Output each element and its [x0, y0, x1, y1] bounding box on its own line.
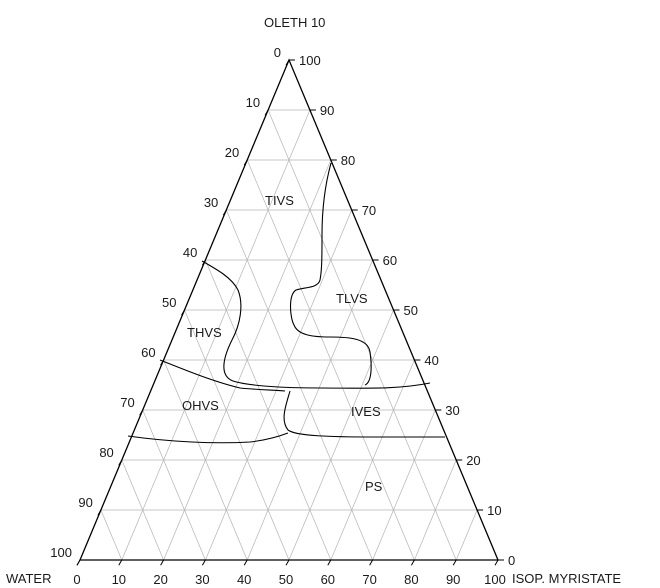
grid-line	[455, 509, 478, 561]
tick-label-bottom: 70	[362, 572, 376, 587]
tick-label-right: 90	[320, 103, 334, 118]
tick-mark	[369, 559, 374, 566]
grid-line	[205, 259, 332, 561]
tick-label-bottom: 10	[112, 572, 126, 587]
tick-mark	[76, 559, 81, 566]
tick-label-bottom: 100	[484, 572, 506, 587]
tick-mark	[243, 159, 248, 166]
tick-mark	[118, 459, 123, 466]
tick-mark	[264, 109, 269, 116]
tick-label-left: 20	[225, 145, 239, 160]
region-label-tivs: TIVS	[265, 193, 294, 208]
left-axis-ticks: 0 10 20 30 40 50 60 70 80 90 100	[50, 45, 290, 566]
bottom-axis-ticks: 0 10 20 30 40 50 60 70 80 90 100	[73, 559, 506, 587]
boundary-ohvs-ives	[283, 390, 445, 438]
tick-mark	[452, 559, 457, 566]
tick-label-bottom: 60	[321, 572, 335, 587]
tick-label-right: 80	[341, 153, 355, 168]
tick-label-right: 40	[424, 353, 438, 368]
tick-label-right: 30	[445, 403, 459, 418]
region-label-thvs: THVS	[187, 325, 222, 340]
tick-label-bottom: 20	[153, 572, 167, 587]
grid-lines	[100, 109, 478, 561]
region-label-ohvs: OHVS	[182, 398, 219, 413]
tick-mark	[181, 309, 185, 316]
vertex-label-right: ISOP. MYRISTATE	[512, 571, 621, 586]
tick-mark	[201, 259, 206, 266]
phase-boundaries	[127, 162, 445, 444]
vertex-label-left: WATER	[6, 571, 52, 586]
region-label-ps: PS	[365, 479, 383, 494]
tick-label-left: 90	[78, 495, 92, 510]
boundary-tivs-tlvs	[289, 162, 372, 386]
tick-mark	[494, 559, 499, 566]
tick-label-left: 30	[204, 195, 218, 210]
tick-label-bottom: 50	[279, 572, 293, 587]
tick-mark	[201, 559, 206, 566]
tick-mark	[97, 509, 102, 516]
tick-label-left: 0	[274, 45, 281, 60]
boundary-thvs-ohvs	[159, 359, 286, 392]
tick-label-left: 70	[120, 395, 134, 410]
tick-label-bottom: 30	[195, 572, 209, 587]
grid-line	[184, 309, 290, 561]
tick-mark	[118, 559, 123, 566]
tick-label-bottom: 0	[73, 572, 80, 587]
grid-line	[121, 459, 164, 561]
tick-label-right: 60	[383, 253, 397, 268]
grid-line	[288, 309, 394, 561]
grid-line	[372, 409, 436, 561]
grid-line	[225, 209, 373, 561]
grid-line	[246, 159, 415, 561]
tick-mark	[222, 209, 227, 216]
tick-label-bottom: 40	[237, 572, 251, 587]
tick-mark	[285, 59, 290, 66]
grid-line	[121, 109, 311, 561]
region-label-ives: IVES	[351, 404, 381, 419]
tick-mark	[243, 559, 248, 566]
grid-line	[205, 209, 353, 561]
tick-mark	[285, 559, 290, 566]
tick-mark	[139, 409, 144, 416]
tick-label-left: 40	[183, 245, 197, 260]
tick-label-left: 60	[141, 345, 155, 360]
tick-label-right: 10	[487, 503, 501, 518]
tick-label-left: 10	[246, 95, 260, 110]
tick-label-left: 100	[50, 545, 72, 560]
tick-mark	[160, 559, 165, 566]
tick-mark	[327, 559, 332, 566]
region-label-tlvs: TLVS	[336, 291, 368, 306]
boundary-thvs-tivs	[201, 260, 431, 389]
tick-label-right: 50	[404, 303, 418, 318]
tick-label-right: 20	[466, 453, 480, 468]
vertex-label-top: OLETH 10	[264, 15, 325, 30]
tick-label-bottom: 80	[404, 572, 418, 587]
tick-mark	[410, 559, 415, 566]
tick-label-bottom: 90	[446, 572, 460, 587]
grid-line	[267, 109, 457, 561]
boundary-ohvs-ps	[127, 432, 289, 444]
grid-line	[142, 409, 206, 561]
tick-label-right: 70	[362, 203, 376, 218]
tick-label-left: 80	[99, 445, 113, 460]
tick-label-right: 0	[508, 553, 515, 568]
tick-label-left: 50	[162, 295, 176, 310]
grid-line	[163, 359, 248, 561]
grid-line	[100, 509, 123, 561]
tick-label-right: 100	[299, 53, 321, 68]
tick-mark	[160, 359, 165, 366]
